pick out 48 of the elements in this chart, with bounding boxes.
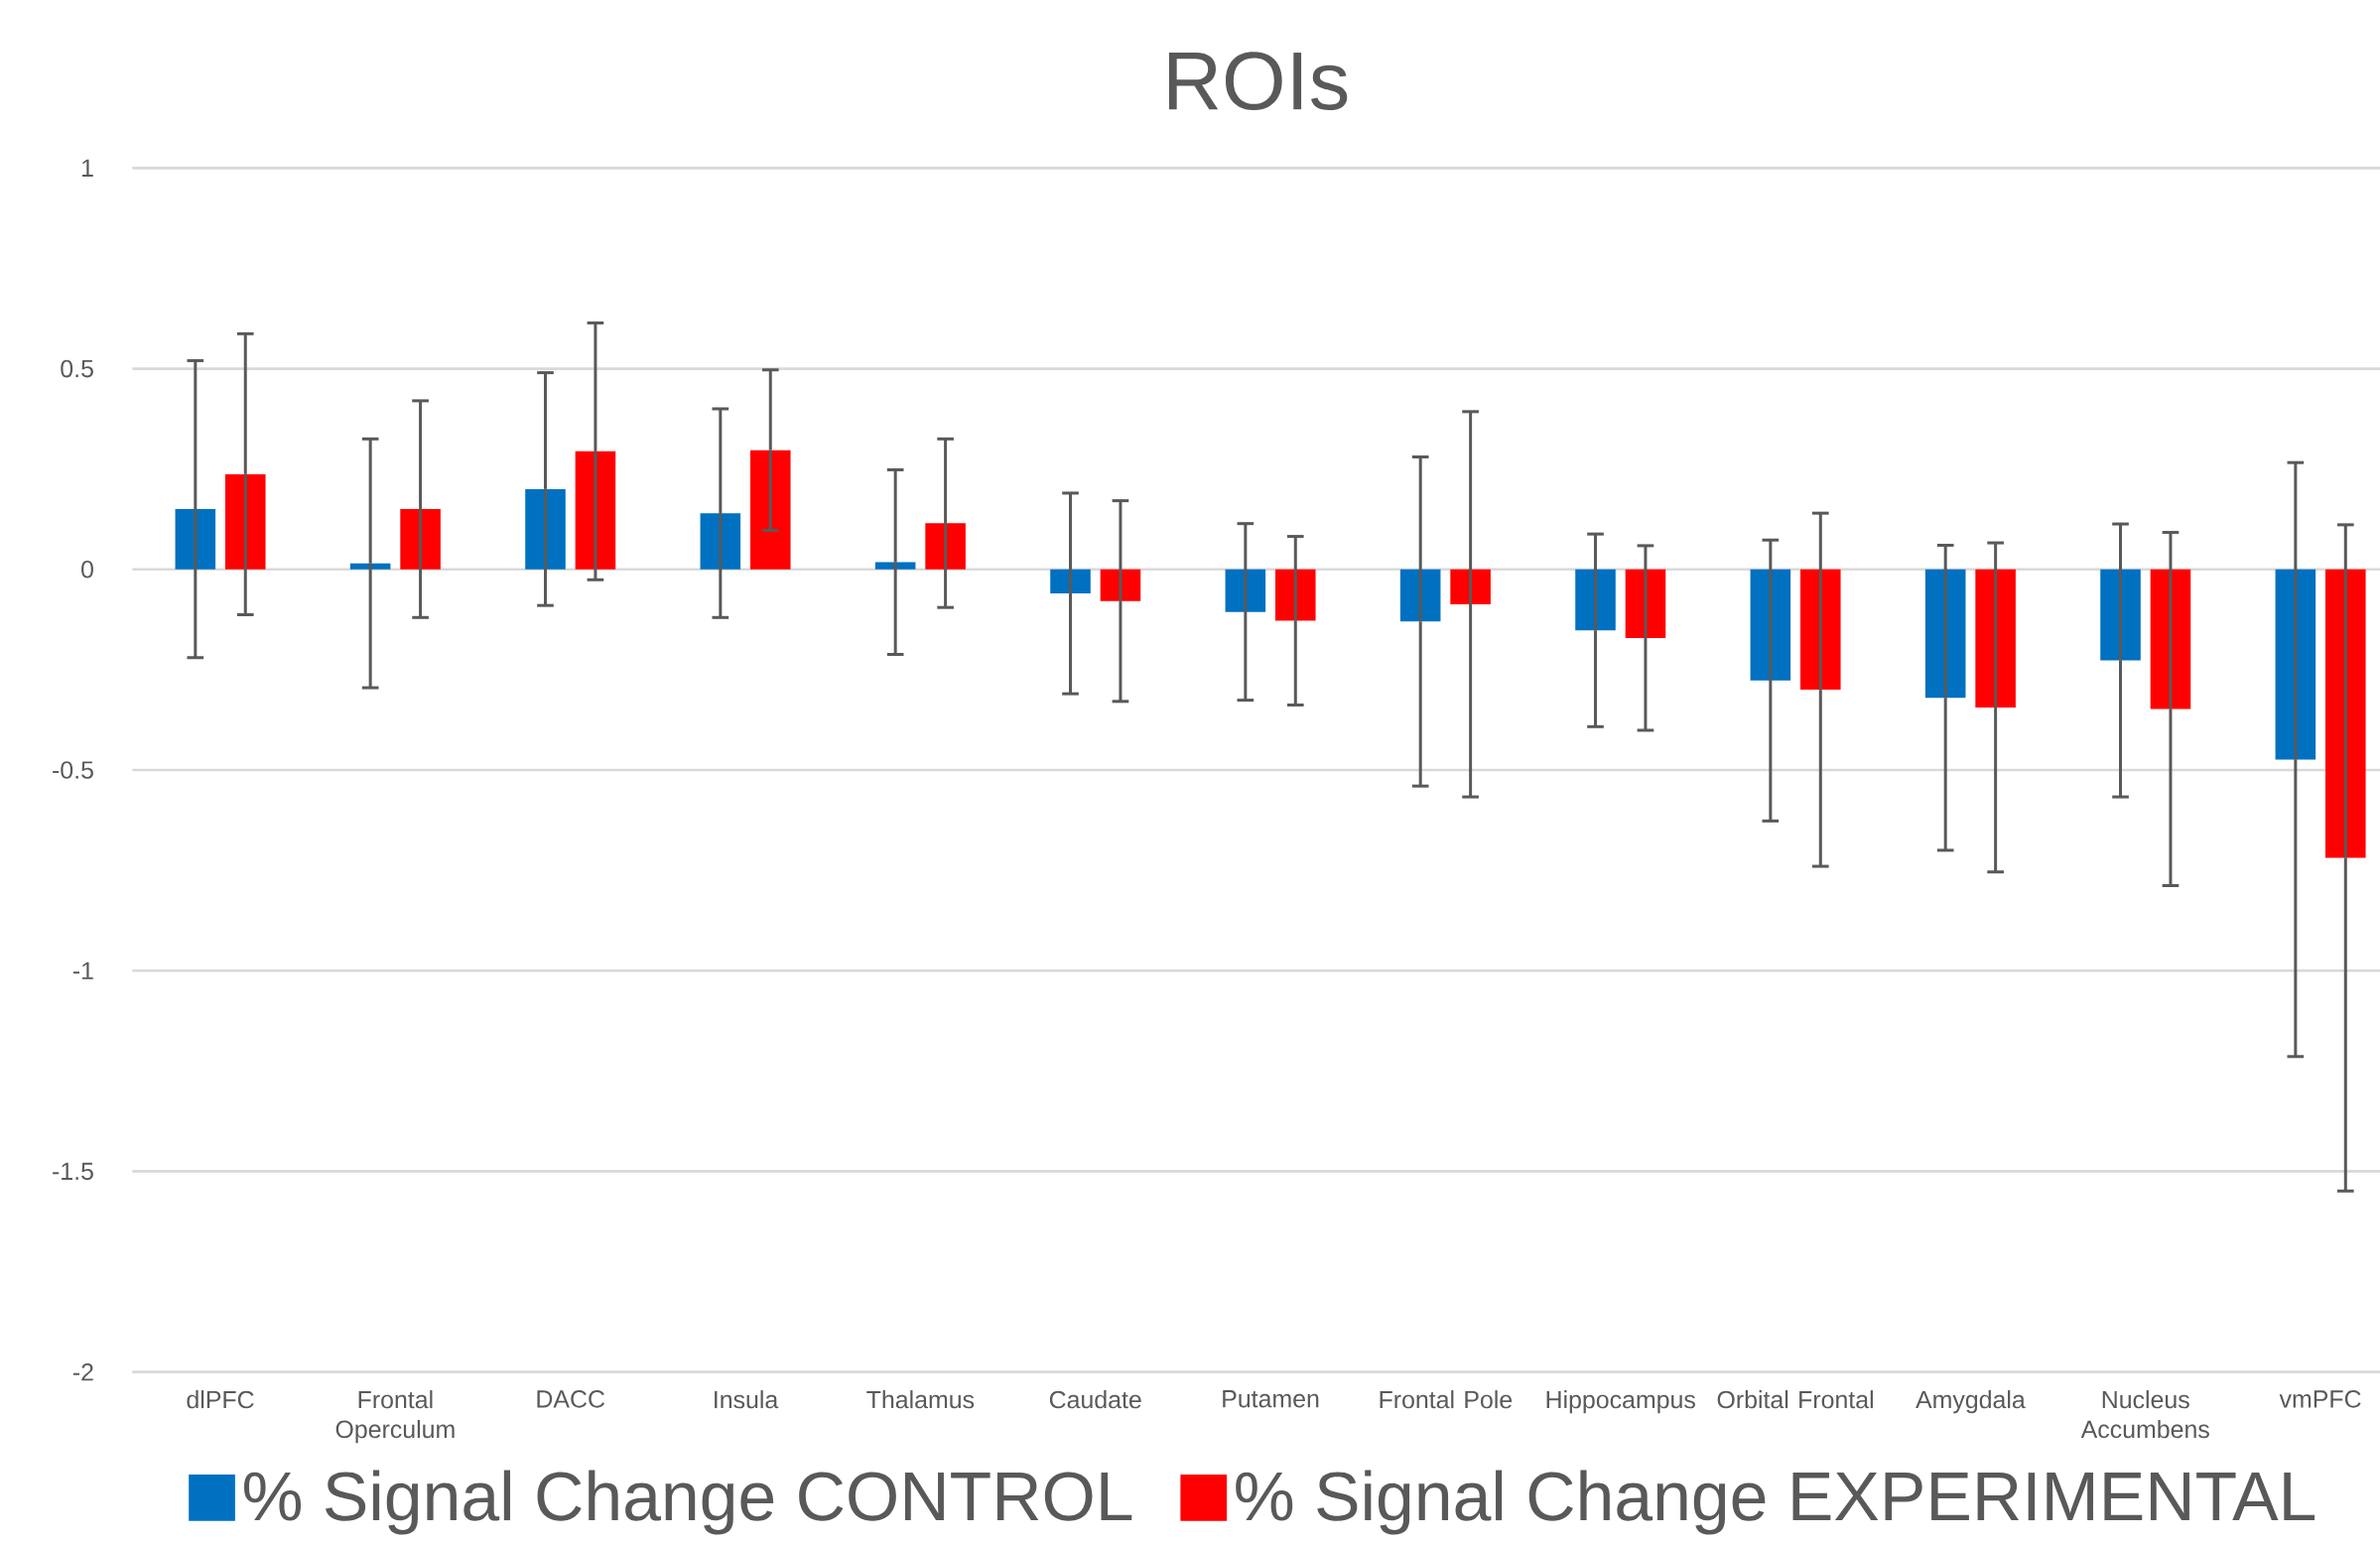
x-tick-label: Putamen — [1223, 1390, 1319, 1408]
y-tick-label: -0.5 — [53, 761, 93, 779]
bar — [1225, 569, 1266, 612]
bar — [1399, 569, 1441, 622]
bar — [700, 513, 741, 570]
bar — [2325, 569, 2366, 858]
x-tick-label: Thalamus — [866, 1390, 975, 1409]
bar — [1575, 569, 1616, 631]
bar — [349, 563, 391, 570]
x-tick-label: Hippocampus — [1546, 1390, 1695, 1414]
x-tick-label: Caudate — [1049, 1390, 1141, 1409]
x-tick-label: Frontal Pole — [1380, 1390, 1513, 1409]
y-tick-label: 0.5 — [61, 359, 93, 378]
bar — [1100, 569, 1141, 601]
x-tick-label: Orbital Frontal — [1717, 1390, 1873, 1409]
x-tick-label: Amygdala — [1916, 1390, 2026, 1414]
x-tick-label: Insula — [715, 1390, 779, 1409]
bar — [525, 488, 566, 570]
bar — [224, 473, 266, 570]
bar — [2150, 569, 2191, 709]
x-tick-label: Frontal Operculum — [335, 1390, 455, 1444]
y-tick-label: -1.5 — [53, 1162, 93, 1181]
bar — [1975, 569, 2016, 708]
bar — [925, 523, 966, 570]
bar — [2275, 569, 2316, 760]
legend-label: % Signal Change CONTROL — [244, 1470, 1132, 1535]
x-tick-label: Nucleus Accumbens — [2080, 1390, 2209, 1439]
bar — [1924, 569, 1966, 699]
bar — [575, 450, 616, 570]
y-tick-label: 0 — [81, 560, 93, 579]
bar — [1750, 569, 1791, 681]
y-tick-label: -2 — [72, 1362, 93, 1381]
x-tick-label: dlPFC — [187, 1390, 254, 1409]
x-tick-label: DACC — [537, 1390, 605, 1408]
y-tick-label: -1 — [72, 962, 93, 979]
chart-title: ROIs — [1168, 52, 1348, 111]
bar — [1800, 569, 1841, 691]
legend-label: % Signal Change EXPERIMENTAL — [1236, 1470, 2315, 1535]
bar — [1450, 569, 1491, 604]
bar — [400, 509, 441, 570]
bar — [874, 562, 916, 570]
bar — [1274, 569, 1316, 621]
bar — [2100, 569, 2141, 661]
x-tick-label: vmPFC — [2279, 1390, 2361, 1408]
bar — [1050, 569, 1091, 594]
y-tick-label: 1 — [81, 159, 93, 177]
bar — [175, 509, 216, 570]
bar — [1625, 569, 1666, 638]
